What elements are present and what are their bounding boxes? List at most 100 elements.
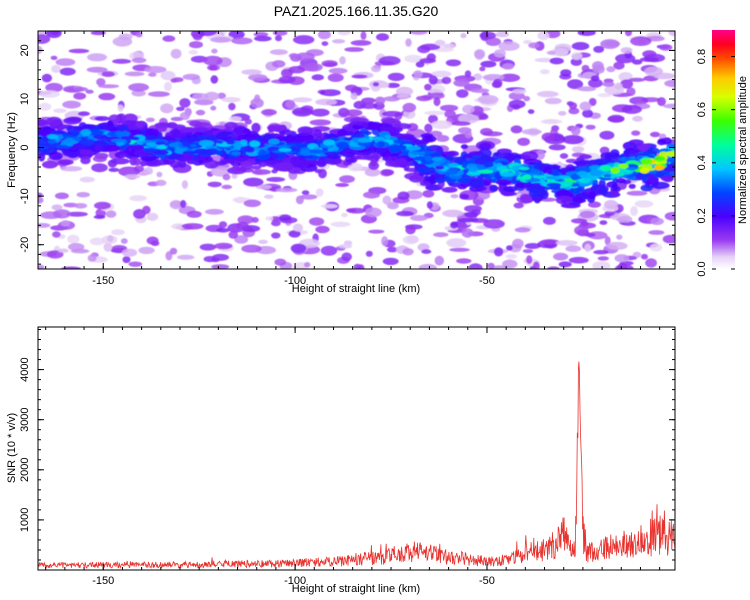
heatmap-cell — [228, 116, 242, 122]
heatmap-cell — [445, 151, 455, 157]
heatmap-cell — [255, 184, 272, 190]
heatmap-cell — [73, 92, 87, 100]
heatmap-cell — [522, 249, 534, 254]
heatmap-cell — [91, 163, 108, 173]
heatmap-core-cell — [600, 164, 612, 172]
heatmap-cell — [461, 228, 474, 238]
heatmap-cell — [616, 215, 633, 223]
heatmap-cell — [537, 90, 559, 98]
heatmap-cell — [363, 191, 380, 199]
heatmap-cell — [48, 151, 64, 161]
heatmap-cell — [520, 151, 539, 161]
heatmap-cell — [508, 99, 526, 109]
heatmap-cell — [424, 83, 432, 91]
heatmap-cell — [599, 130, 615, 140]
chart-title: PAZ1.2025.166.11.35.G20 — [274, 3, 439, 19]
heatmap-core-cell — [47, 139, 57, 144]
heatmap-cell — [649, 243, 663, 252]
heatmap-cell — [290, 243, 307, 254]
heatmap-core-cell — [483, 161, 494, 168]
heatmap-cell — [579, 210, 596, 219]
heatmap-cell — [482, 74, 505, 81]
heatmap-core-cell — [522, 174, 532, 180]
heatmap-cell — [440, 104, 459, 112]
heatmap-cell — [101, 235, 118, 244]
heatmap-cell — [593, 250, 609, 255]
heatmap-cell — [94, 145, 104, 152]
heatmap-cell — [442, 209, 464, 218]
heatmap-core-cell — [153, 150, 169, 155]
heatmap-cell — [53, 108, 67, 114]
snr-panel: -150 -100 -50 1000 2000 3000 4000 Height of st… — [6, 326, 676, 595]
heatmap-core-cell — [71, 130, 79, 137]
heatmap-core-cell — [500, 171, 515, 177]
spectrogram-heatmap — [38, 31, 675, 269]
heatmap-cell — [251, 169, 271, 175]
heatmap-cell — [381, 236, 389, 247]
heatmap-cell — [379, 126, 389, 131]
heatmap-cell — [537, 31, 550, 41]
heatmap-cell — [558, 261, 572, 268]
heatmap-cell — [77, 111, 90, 116]
heatmap-cell — [477, 94, 499, 105]
heatmap-cell — [450, 194, 459, 199]
heatmap-core-cell — [546, 182, 562, 188]
heatmap-cell — [243, 177, 264, 187]
heatmap-cell — [434, 39, 446, 47]
heatmap-cell — [630, 206, 638, 217]
heatmap-cell — [96, 78, 106, 86]
heatmap-cell — [339, 56, 346, 65]
heatmap-cell — [614, 254, 630, 263]
heatmap-cell — [574, 225, 589, 236]
heatmap-cell — [301, 190, 310, 195]
heatmap-cell — [309, 119, 331, 126]
heatmap-cell — [38, 223, 51, 228]
heatmap-cell — [210, 75, 219, 84]
heatmap-core-cell — [198, 140, 215, 147]
heatmap-cell — [327, 73, 344, 82]
heatmap-cell — [585, 124, 596, 130]
heatmap-cell — [51, 204, 63, 211]
heatmap-cell — [571, 218, 587, 224]
heatmap-cell — [480, 60, 497, 68]
heatmap-cell — [42, 160, 58, 169]
heatmap-cell — [181, 180, 188, 189]
heatmap-cell — [355, 121, 368, 127]
heatmap-core-cell — [519, 166, 530, 171]
heatmap-core-cell — [214, 151, 223, 156]
heatmap-cell — [535, 149, 546, 160]
heatmap-cell — [397, 191, 410, 200]
colorbar-tick-label: 0.0 — [696, 261, 708, 276]
heatmap-cell — [588, 201, 601, 208]
heatmap-core-cell — [129, 136, 140, 141]
heatmap-cell — [332, 39, 346, 44]
heatmap-cell — [593, 158, 609, 166]
heatmap-cell — [368, 161, 380, 171]
colorbar-gradient — [712, 30, 735, 269]
heatmap-cell — [57, 159, 74, 166]
heatmap-cell — [169, 160, 181, 168]
heatmap-cell — [170, 48, 182, 59]
heatmap-cell — [464, 211, 479, 218]
heatmap-cell — [315, 188, 324, 197]
heatmap-cell — [168, 124, 186, 129]
heatmap-cell — [650, 131, 661, 138]
heatmap-core-cell — [278, 148, 292, 152]
heatmap-cell — [169, 247, 178, 255]
heatmap-cell — [85, 89, 94, 94]
x-tick-label: -150 — [92, 275, 114, 287]
colorbar-label: Normalized spectral amplitude — [737, 76, 749, 224]
colorbar-ticks: 0.0 0.2 0.4 0.6 0.8 — [696, 49, 735, 277]
heatmap-cell — [548, 144, 566, 151]
heatmap-core-cell — [570, 173, 580, 181]
heatmap-cell — [581, 64, 590, 72]
heatmap-cell — [579, 154, 592, 160]
heatmap-cell — [46, 31, 62, 38]
heatmap-cell — [375, 147, 387, 154]
heatmap-cell — [416, 95, 432, 102]
heatmap-cell — [371, 65, 381, 73]
heatmap-cell — [651, 181, 670, 190]
heatmap-cell — [646, 147, 660, 155]
heatmap-cell — [560, 69, 572, 77]
heatmap-cell — [571, 146, 585, 153]
